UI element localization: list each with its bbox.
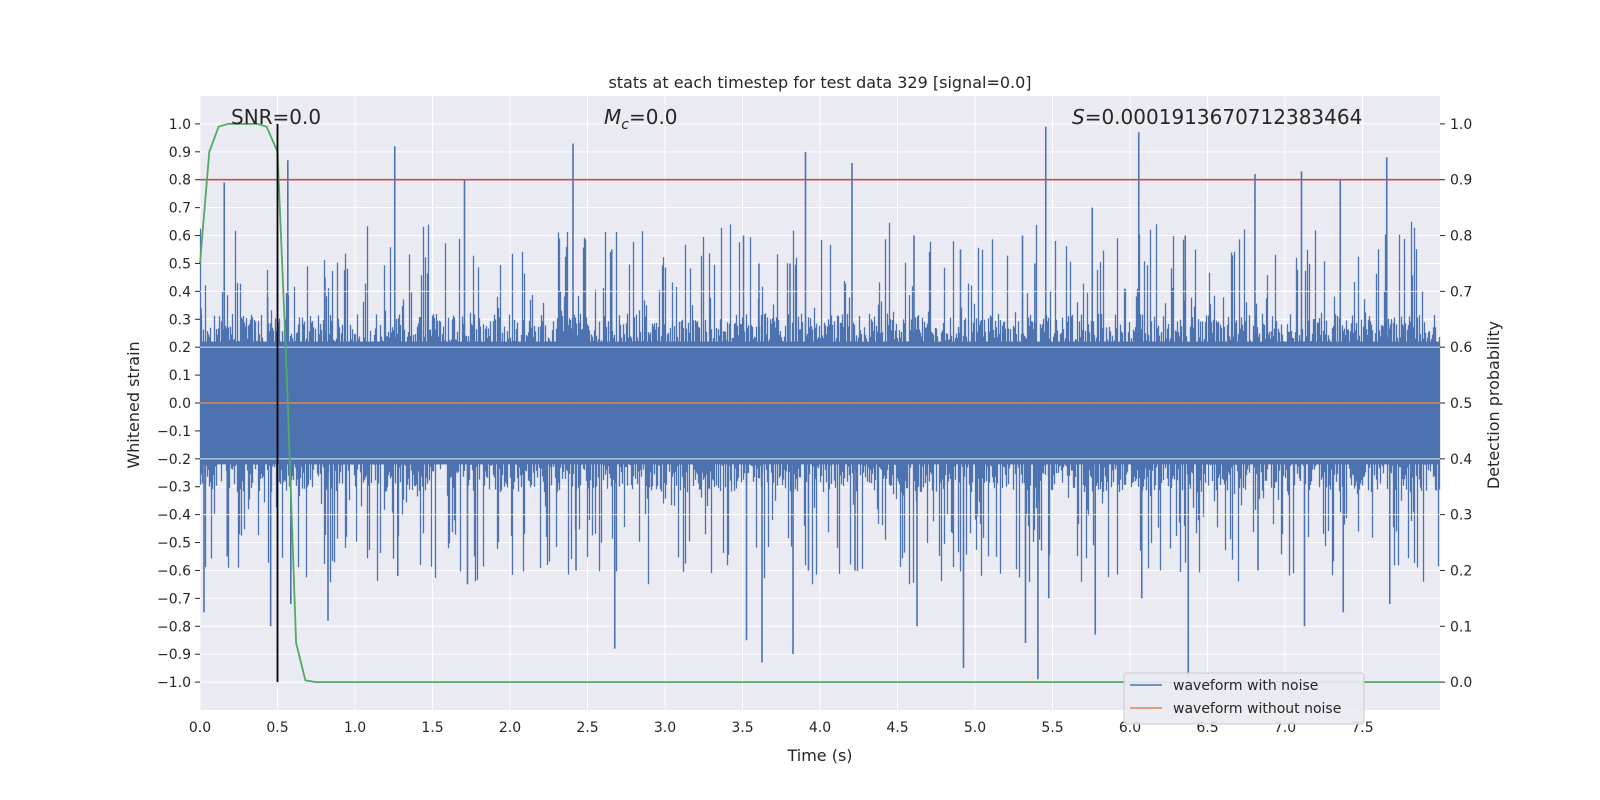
x-tick-label: 4.0 [809,720,831,736]
y-tick-label: 1.0 [169,117,191,133]
x-tick-label: 4.5 [886,720,908,736]
y2-tick-label: 0.7 [1450,284,1472,300]
x-tick-label: 2.5 [576,720,598,736]
y2-tick-label: 0.0 [1450,675,1472,691]
mc-symbol: M [604,105,621,129]
legend-label-clean: waveform without noise [1173,701,1341,717]
y-tick-label: 0.5 [169,256,191,272]
x-tick-label: 1.0 [344,720,366,736]
x-tick-label: 0.0 [189,720,211,736]
legend-box [1123,672,1365,725]
mc-subscript: c [621,117,629,133]
snr-annotation: SNR=0.0 [231,105,321,129]
y-tick-label: 0.8 [169,173,191,189]
mc-annotation: Mc=0.0 [604,105,678,133]
y2-tick-label: 0.1 [1450,619,1472,635]
x-tick-label: 0.5 [266,720,288,736]
x-axis-label: Time (s) [786,746,852,765]
y-tick-label: 0.1 [169,368,191,384]
y-tick-label: 0.9 [169,145,191,161]
y-axis-label: Whitened strain [124,341,143,468]
s-symbol: S [1072,105,1085,129]
y2-tick-label: 0.8 [1450,229,1472,245]
y-tick-label: −0.6 [157,563,191,579]
y-tick-label: −0.5 [157,536,191,552]
y2-tick-label: 1.0 [1450,117,1472,133]
y-tick-label: 0.2 [169,340,191,356]
y2-tick-label: 0.9 [1450,173,1472,189]
y-tick-label: 0.4 [169,284,191,300]
y-tick-label: 0.0 [169,396,191,412]
x-tick-label: 5.0 [964,720,986,736]
y2-axis-label: Detection probability [1484,321,1503,489]
x-tick-label: 3.0 [654,720,676,736]
x-tick-label: 5.5 [1041,720,1063,736]
y-tick-label: 0.3 [169,312,191,328]
y-tick-label: −0.7 [157,591,191,607]
chart-title: stats at each timestep for test data 329… [608,73,1031,92]
y2-tick-label: 0.3 [1450,508,1472,524]
y-tick-label: −0.1 [157,424,191,440]
s-value: =0.0001913670712383464 [1085,105,1363,129]
x-tick-label: 1.5 [421,720,443,736]
y-tick-label: −1.0 [157,675,191,691]
s-annotation: S=0.0001913670712383464 [1072,105,1362,129]
y-tick-label: 0.6 [169,229,191,245]
y-tick-label: −0.2 [157,452,191,468]
y2-tick-label: 0.5 [1450,396,1472,412]
axis-ticks: 0.0 0.5 1.0 1.5 2.0 2.5 3.0 3.5 4.0 4.5 5.0 5.5 6.0 6… [157,117,1472,736]
legend: waveform with noise waveform without noi… [1123,672,1365,725]
detection-probability-line [199,123,1440,683]
x-tick-label: 3.5 [731,720,753,736]
mc-value: =0.0 [629,105,678,129]
y-tick-label: −0.8 [157,619,191,635]
y2-tick-label: 0.2 [1450,563,1472,579]
y-tick-label: −0.3 [157,480,191,496]
x-tick-label: 2.0 [499,720,521,736]
y-tick-label: −0.9 [157,647,191,663]
y-tick-label: −0.4 [157,508,191,524]
y-tick-label: 0.7 [169,201,191,217]
y2-tick-label: 0.6 [1450,340,1472,356]
legend-label-noise: waveform with noise [1173,678,1318,694]
y2-tick-label: 0.4 [1450,452,1472,468]
overlay-lines [199,123,1440,683]
